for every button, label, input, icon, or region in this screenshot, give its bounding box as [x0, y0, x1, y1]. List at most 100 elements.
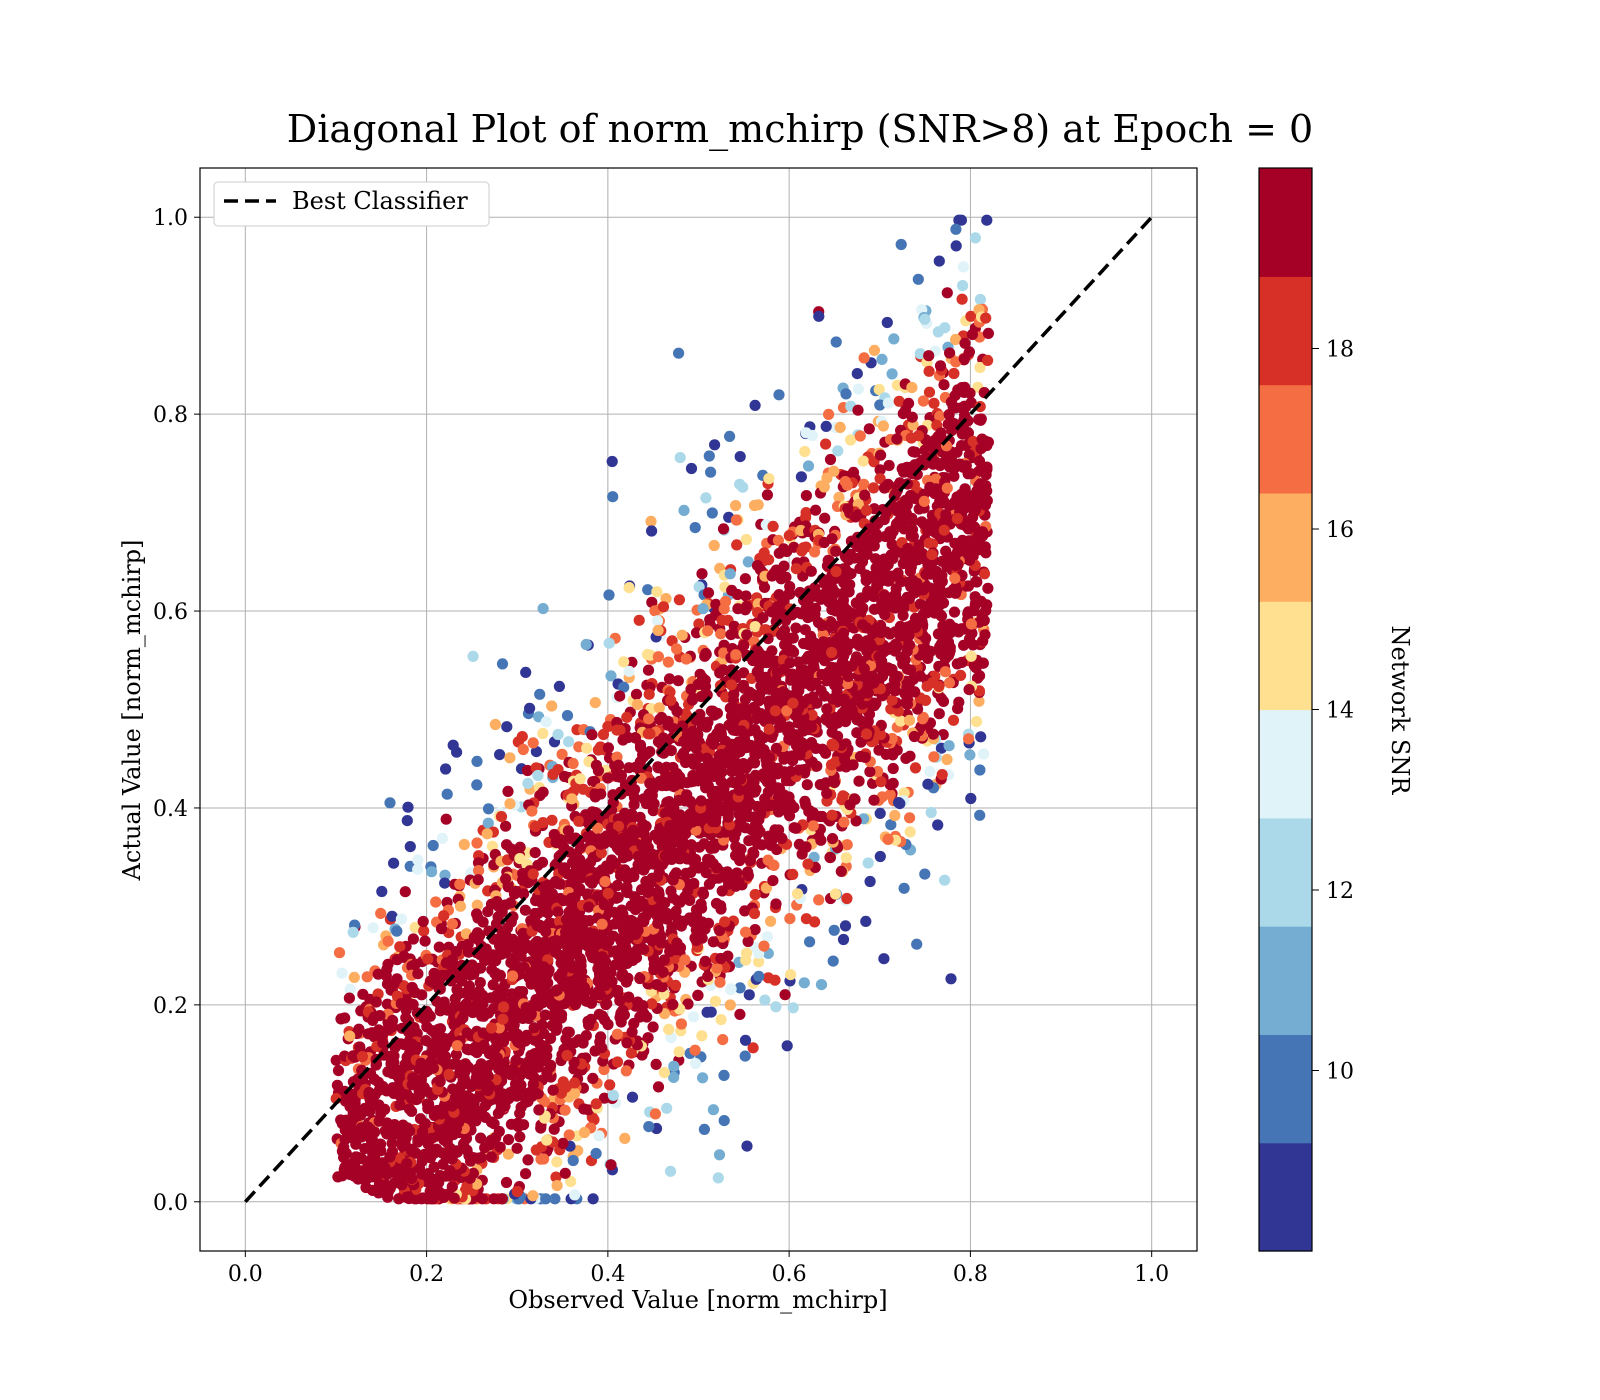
x-axis-label: Observed Value [norm_mchirp] — [508, 1286, 887, 1314]
scatter-point — [739, 702, 751, 715]
scatter-point — [975, 731, 987, 743]
scatter-point — [482, 817, 494, 829]
scatter-point — [861, 728, 873, 740]
scatter-point — [911, 938, 923, 950]
scatter-point — [567, 1154, 579, 1167]
scatter-point — [446, 1153, 458, 1165]
scatter-point — [457, 1012, 469, 1024]
scatter-point — [950, 223, 962, 235]
scatter-point — [963, 733, 975, 745]
scatter-point — [734, 478, 746, 490]
scatter-point — [936, 555, 948, 567]
scatter-point — [844, 799, 856, 811]
scatter-point — [439, 869, 451, 881]
scatter-point — [652, 624, 664, 637]
scatter-point — [507, 992, 519, 1004]
scatter-point — [646, 998, 658, 1010]
scatter-point — [847, 759, 859, 771]
scatter-point — [593, 1130, 605, 1142]
scatter-point — [769, 824, 781, 836]
scatter-point — [767, 520, 779, 533]
scatter-point — [557, 959, 569, 971]
colorbar-segment-3 — [1259, 817, 1312, 927]
scatter-point — [939, 666, 952, 678]
scatter-point — [868, 482, 880, 494]
scatter-point — [980, 312, 992, 324]
scatter-point — [853, 775, 865, 787]
scatter-point — [650, 1058, 662, 1070]
scatter-point — [547, 768, 559, 781]
scatter-point — [729, 703, 742, 715]
scatter-point — [623, 665, 635, 678]
scatter-point — [695, 898, 707, 910]
scatter-point — [781, 705, 793, 717]
scatter-point — [550, 946, 562, 958]
scatter-point — [906, 515, 919, 528]
scatter-point — [361, 971, 373, 983]
scatter-point — [537, 786, 549, 798]
scatter-point — [412, 968, 424, 980]
scatter-point — [927, 728, 939, 740]
scatter-point — [632, 924, 644, 937]
scatter-point — [778, 753, 790, 765]
scatter-point — [850, 815, 862, 827]
scatter-point — [343, 992, 355, 1004]
scatter-point — [455, 1066, 467, 1078]
scatter-point — [472, 1152, 484, 1164]
scatter-point — [958, 353, 970, 365]
scatter-point — [926, 538, 939, 550]
scatter-point — [966, 499, 978, 511]
scatter-point — [785, 632, 797, 645]
scatter-point — [742, 866, 754, 878]
scatter-point — [527, 1190, 539, 1202]
scatter-point — [727, 800, 739, 812]
scatter-point — [887, 553, 899, 565]
scatter-point — [416, 1126, 429, 1138]
scatter-point — [373, 1024, 385, 1036]
scatter-point — [360, 1181, 372, 1194]
scatter-point — [941, 482, 953, 494]
scatter-point — [719, 916, 731, 928]
scatter-point — [605, 670, 617, 682]
scatter-point — [424, 1191, 436, 1203]
scatter-point — [887, 641, 899, 653]
scatter-point — [889, 678, 901, 690]
scatter-point — [528, 1022, 540, 1034]
scatter-point — [919, 444, 931, 456]
scatter-point — [814, 779, 826, 791]
scatter-point — [770, 1001, 782, 1013]
scatter-point — [830, 635, 842, 647]
scatter-point — [556, 748, 568, 760]
scatter-point — [886, 570, 898, 582]
scatter-point — [941, 621, 953, 633]
scatter-point — [874, 850, 886, 863]
scatter-point — [978, 568, 991, 580]
scatter-point — [891, 433, 903, 445]
scatter-point — [412, 854, 424, 866]
scatter-point — [761, 489, 774, 501]
scatter-point — [895, 576, 907, 588]
scatter-point — [867, 570, 879, 582]
scatter-point — [897, 658, 909, 670]
scatter-point — [759, 994, 771, 1006]
scatter-point — [839, 753, 851, 766]
scatter-point — [887, 777, 899, 790]
scatter-point — [951, 513, 964, 525]
scatter-point — [540, 716, 552, 728]
scatter-point — [839, 708, 851, 721]
scatter-point — [489, 718, 501, 731]
scatter-point — [669, 780, 681, 792]
colorbar-tick-label-4: 18 — [1326, 338, 1354, 363]
scatter-point — [538, 1027, 550, 1039]
scatter-point — [969, 599, 981, 611]
scatter-point — [695, 795, 707, 807]
scatter-point — [711, 707, 724, 719]
scatter-point — [689, 859, 701, 871]
scatter-point — [538, 1153, 550, 1165]
scatter-point — [772, 782, 784, 794]
scatter-point — [464, 989, 477, 1002]
scatter-point — [602, 742, 615, 754]
scatter-point — [374, 1138, 386, 1150]
scatter-point — [847, 466, 860, 478]
scatter-point — [561, 1026, 574, 1038]
